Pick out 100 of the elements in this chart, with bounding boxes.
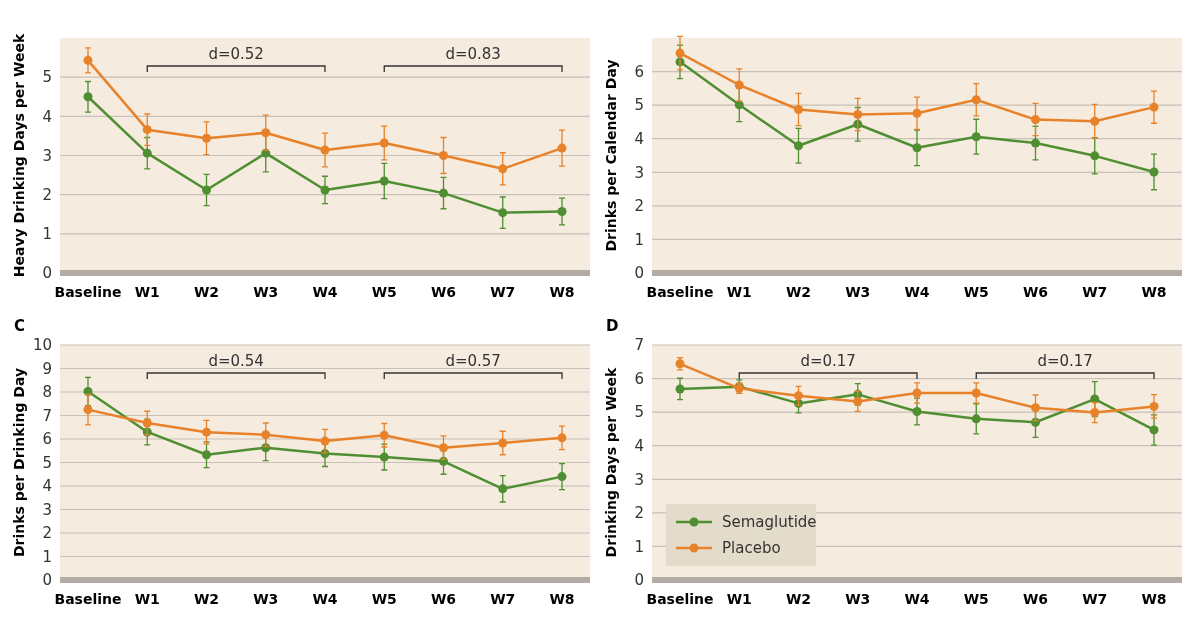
y-tick-label: 10 bbox=[32, 336, 52, 355]
y-axis-title: Drinks per Calendar Day bbox=[603, 59, 619, 252]
point bbox=[1090, 151, 1100, 161]
point bbox=[912, 143, 922, 153]
y-tick-label: 3 bbox=[42, 146, 52, 165]
x-tick-label: Baseline bbox=[646, 284, 714, 300]
point bbox=[794, 141, 803, 151]
point bbox=[1149, 167, 1159, 177]
point bbox=[557, 143, 567, 153]
x-tick-label: W8 bbox=[1141, 591, 1167, 607]
point bbox=[379, 430, 389, 440]
point bbox=[379, 176, 389, 186]
y-tick-label: 3 bbox=[634, 470, 644, 489]
point bbox=[1031, 115, 1040, 125]
point bbox=[1149, 102, 1159, 112]
y-tick-label: 3 bbox=[634, 163, 644, 182]
point bbox=[320, 185, 330, 195]
point bbox=[83, 405, 93, 415]
x-tick-label: W3 bbox=[253, 591, 279, 607]
x-tick-label: W2 bbox=[193, 591, 220, 607]
y-tick-label: 4 bbox=[42, 107, 52, 126]
y-tick-label: 7 bbox=[42, 406, 52, 425]
point bbox=[261, 128, 271, 138]
x-tick-label: Baseline bbox=[646, 591, 714, 607]
point bbox=[1090, 116, 1100, 126]
x-tick-label: Baseline bbox=[54, 284, 122, 300]
chart-title: D bbox=[606, 317, 619, 335]
y-tick-label: 5 bbox=[42, 453, 52, 472]
annotation: d=0.83 bbox=[445, 45, 501, 63]
point bbox=[794, 105, 803, 115]
point bbox=[202, 450, 211, 460]
x-tick-label: W2 bbox=[785, 591, 812, 607]
x-tick-label: W1 bbox=[134, 591, 160, 607]
point bbox=[971, 132, 981, 142]
point bbox=[202, 133, 211, 143]
x-tick-label: W7 bbox=[490, 591, 516, 607]
y-axis-title: Drinks per Drinking Day bbox=[11, 367, 27, 558]
y-tick-label: 3 bbox=[42, 500, 52, 519]
point bbox=[439, 151, 448, 160]
x-tick-label: W1 bbox=[726, 284, 752, 300]
point bbox=[853, 110, 863, 120]
y-tick-label: 6 bbox=[634, 369, 644, 388]
x-tick-label: W3 bbox=[253, 284, 279, 300]
x-tick-label: W4 bbox=[904, 284, 930, 300]
point bbox=[320, 145, 330, 155]
point bbox=[971, 388, 981, 398]
point bbox=[83, 92, 93, 102]
y-tick-label: 8 bbox=[42, 383, 52, 402]
y-tick-label: 9 bbox=[42, 359, 52, 378]
y-tick-label: 0 bbox=[42, 264, 52, 283]
point bbox=[557, 433, 567, 443]
x-tick-label: W6 bbox=[1022, 591, 1049, 607]
y-tick-label: 1 bbox=[634, 230, 644, 249]
x-tick-label: W2 bbox=[785, 284, 812, 300]
point bbox=[734, 80, 744, 90]
y-tick-label: 1 bbox=[634, 537, 644, 556]
point bbox=[202, 427, 211, 437]
y-tick-label: 7 bbox=[634, 336, 644, 355]
x-tick-label: W6 bbox=[430, 591, 457, 607]
point bbox=[853, 396, 863, 406]
y-tick-label: 2 bbox=[42, 185, 52, 204]
annotation: d=0.57 bbox=[445, 352, 501, 370]
point bbox=[1149, 401, 1159, 411]
point bbox=[379, 138, 389, 148]
x-tick-label: W8 bbox=[549, 591, 575, 607]
x-tick-label: W1 bbox=[726, 591, 752, 607]
x-tick-label: Baseline bbox=[54, 591, 122, 607]
point bbox=[1149, 425, 1159, 435]
x-tick-label: W4 bbox=[312, 591, 338, 607]
point bbox=[83, 55, 93, 65]
point bbox=[498, 164, 508, 174]
y-tick-label: 4 bbox=[42, 477, 52, 496]
x-tick-label: W4 bbox=[312, 284, 338, 300]
point bbox=[142, 418, 152, 428]
x-tick-label: W5 bbox=[963, 284, 989, 300]
y-tick-label: 1 bbox=[42, 225, 52, 244]
point bbox=[261, 430, 271, 440]
x-tick-label: W8 bbox=[549, 284, 575, 300]
point bbox=[498, 484, 508, 494]
point bbox=[971, 95, 981, 105]
x-tick-label: W7 bbox=[1082, 284, 1108, 300]
x-tick-label: W1 bbox=[134, 284, 160, 300]
x-tick-label: W4 bbox=[904, 591, 930, 607]
point bbox=[912, 406, 922, 416]
x-tick-label: W6 bbox=[430, 284, 457, 300]
y-tick-label: 2 bbox=[42, 524, 52, 543]
point bbox=[320, 436, 330, 446]
y-tick-label: 0 bbox=[634, 571, 644, 590]
point bbox=[675, 48, 685, 58]
x-tick-label: W3 bbox=[845, 591, 871, 607]
point bbox=[379, 452, 389, 462]
point bbox=[971, 414, 981, 424]
y-tick-label: 6 bbox=[634, 62, 644, 81]
annotation: d=0.54 bbox=[208, 352, 264, 370]
point bbox=[498, 438, 508, 448]
x-tick-label: W7 bbox=[1082, 591, 1108, 607]
point bbox=[498, 208, 508, 218]
point bbox=[439, 188, 448, 198]
x-tick-label: W5 bbox=[371, 591, 397, 607]
x-tick-label: W2 bbox=[193, 284, 220, 300]
